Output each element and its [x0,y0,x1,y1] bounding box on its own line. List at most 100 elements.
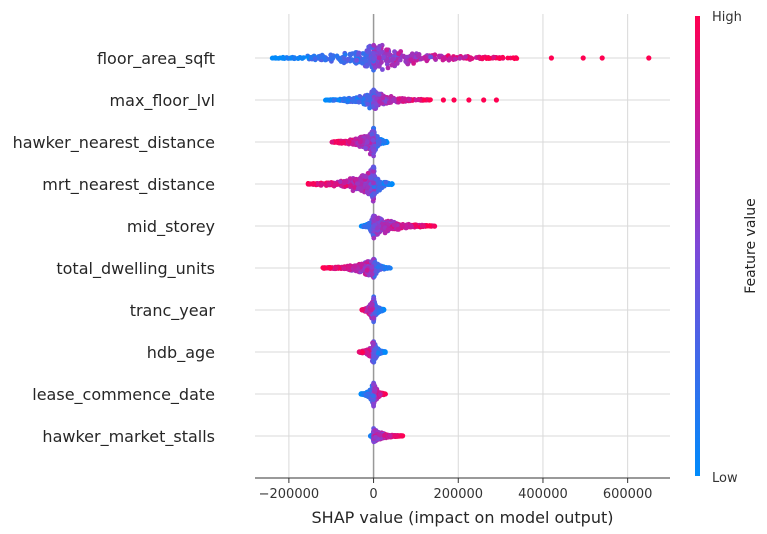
shap-point [396,51,401,57]
shap-point [386,100,392,105]
shap-point [387,433,393,439]
shap-point [379,221,385,227]
feature-label: tranc_year [130,301,216,321]
x-tick-label: −200000 [259,487,320,502]
shap-point [365,392,370,398]
shap-point [382,391,388,397]
shap-point [379,59,384,65]
shap-point [377,99,382,104]
shap-point [370,393,376,399]
shap-point [380,95,386,101]
shap-point [479,55,485,61]
shap-point [395,226,401,232]
shap-point [356,185,361,191]
shap-point [360,349,365,355]
feature-swarm-mrt_nearest_distance [305,164,395,204]
shap-point [422,97,427,103]
shap-point [341,55,347,61]
shap-point [392,433,397,439]
shap-point [514,56,520,61]
shap-point [353,176,359,182]
shap-point [341,266,347,271]
shap-point [364,189,370,194]
shap-point [375,264,381,269]
shap-point [463,54,468,60]
shap-point [315,181,320,186]
shap-point [373,434,378,440]
shap-point [400,223,405,229]
shap-point [368,307,374,313]
shap-point [375,216,380,222]
shap-point [333,265,339,271]
shap-point [385,65,391,71]
shap-point [319,181,324,187]
shap-point [380,67,385,72]
shap-point [345,98,351,103]
shap-point [320,265,326,271]
shap-point [365,101,371,107]
shap-point [350,51,355,56]
shap-point [392,49,397,55]
shap-point [386,265,392,271]
feature-swarm-max_floor_lvl [323,87,499,111]
shap-outlier-point [548,55,555,61]
shap-point [363,174,369,180]
shap-outlier-point [440,97,446,103]
shap-point [288,55,294,61]
shap-point [371,349,377,355]
shap-point [370,301,375,307]
shap-outlier-point [466,97,472,103]
shap-point [369,265,375,270]
feature-label: floor_area_sqft [97,49,215,69]
shap-point [338,59,344,64]
shap-point [419,56,425,61]
shap-point [363,145,368,151]
feature-swarm-hawker_nearest_distance [329,125,390,159]
shap-point [292,56,297,62]
shap-point [377,392,383,397]
shap-point [329,139,335,145]
shap-point [408,57,414,63]
shap-point [363,58,368,64]
shap-point [371,218,377,224]
shap-point [367,94,372,100]
colorbar-title: Feature value [743,198,759,294]
shap-point [346,139,352,145]
shap-point [372,191,377,197]
shap-point [376,55,382,61]
shap-point [421,223,426,229]
shap-point [381,433,387,438]
feature-label: max_floor_lvl [110,91,215,111]
feature-label: hdb_age [147,343,215,363]
shap-point [377,432,383,438]
x-tick-label: 600000 [603,487,653,502]
shap-point [337,179,343,185]
shap-point [487,56,492,61]
gridlines [255,14,670,478]
shap-point [386,52,392,58]
feature-swarm-floor_area_sqft [269,42,652,73]
shap-point [371,164,377,170]
shap-point [432,52,438,58]
shap-point [413,222,419,228]
shap-point [370,137,376,143]
shap-point [371,148,376,153]
shap-point [312,56,318,62]
shap-point [352,264,358,269]
shap-point [376,92,382,97]
beeswarm-points [269,42,652,445]
shap-point [369,131,375,137]
shap-outlier-point [599,55,605,61]
feature-swarm-mid_storey [358,213,438,241]
shap-point [371,382,376,387]
shap-point [371,56,376,62]
shap-point [321,55,327,60]
shap-point [397,57,403,63]
shap-outlier-point [493,97,499,103]
shap-point [384,47,390,53]
shap-point [383,179,389,185]
feature-labels: floor_area_sqft max_floor_lvl hawker_neare… [13,49,216,447]
shap-point [404,222,409,228]
shap-point [378,308,384,314]
